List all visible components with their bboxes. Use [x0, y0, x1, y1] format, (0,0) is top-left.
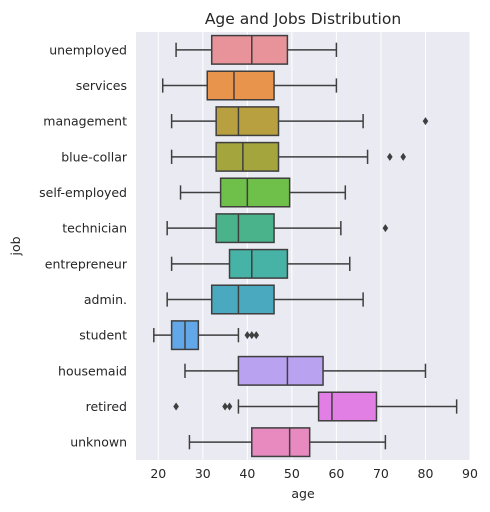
- box-iqr: [317, 391, 378, 422]
- outlier-point: [382, 224, 389, 233]
- box-iqr: [215, 106, 280, 137]
- y-tick-label: blue-collar: [61, 149, 128, 164]
- box-group-unknown: [188, 427, 387, 458]
- x-tick-label: 70: [373, 466, 389, 481]
- outlier-point: [248, 331, 255, 340]
- outlier-point: [387, 152, 393, 161]
- chart-title: Age and Jobs Distribution: [205, 10, 401, 28]
- x-tick-label: 80: [418, 466, 434, 481]
- box-layer: [153, 34, 458, 458]
- plot-background: [136, 32, 470, 460]
- y-tick-label: retired: [86, 399, 127, 414]
- y-tick-label: student: [79, 328, 127, 343]
- box-iqr: [210, 284, 275, 315]
- box-iqr: [215, 141, 280, 172]
- axis-layer: 20 30 40 50 60 70 80 90 unemployed services manage…: [39, 42, 478, 481]
- box-group-housemaid: [184, 355, 427, 386]
- x-tick-label: 60: [328, 466, 344, 481]
- outlier-point: [422, 117, 429, 126]
- y-tick-label: management: [43, 114, 127, 129]
- outlier-point: [253, 331, 260, 340]
- y-tick-label: unknown: [70, 435, 127, 450]
- box-group-unemployed: [175, 34, 338, 65]
- x-tick-label: 30: [195, 466, 211, 481]
- box-iqr: [219, 177, 291, 208]
- box-group-retired: [173, 391, 458, 422]
- box-iqr: [206, 70, 275, 101]
- y-tick-label: unemployed: [49, 42, 127, 57]
- grid-layer: [157, 32, 471, 460]
- box-group-student: [153, 320, 260, 351]
- y-tick-label: self-employed: [39, 185, 127, 200]
- x-tick-label: 90: [462, 466, 478, 481]
- box-group-admin.: [166, 284, 364, 315]
- x-tick-label: 20: [150, 466, 166, 481]
- box-group-services: [161, 70, 338, 101]
- x-tick-label: 50: [284, 466, 300, 481]
- y-tick-label: admin.: [84, 292, 127, 307]
- outlier-point: [173, 402, 179, 411]
- box-iqr: [215, 213, 275, 244]
- box-iqr: [210, 34, 289, 65]
- y-tick-label: technician: [62, 221, 127, 236]
- outlier-point: [222, 402, 228, 411]
- x-axis-label: age: [291, 486, 315, 501]
- box-group-entrepreneur: [170, 248, 351, 279]
- box-group-blue-collar: [170, 141, 406, 172]
- box-group-self-employed: [179, 177, 347, 208]
- box-iqr: [251, 427, 311, 458]
- x-tick-label: 40: [239, 466, 255, 481]
- box-group-technician: [166, 213, 389, 244]
- outlier-point: [226, 402, 233, 411]
- box-group-management: [170, 106, 429, 137]
- outlier-point: [244, 331, 251, 340]
- y-tick-label: entrepreneur: [45, 256, 128, 271]
- y-axis-label: job: [8, 236, 23, 256]
- box-iqr: [228, 248, 289, 279]
- outlier-point: [400, 152, 406, 161]
- box-iqr: [237, 355, 324, 386]
- y-tick-label: housemaid: [58, 363, 127, 378]
- y-tick-label: services: [76, 78, 127, 93]
